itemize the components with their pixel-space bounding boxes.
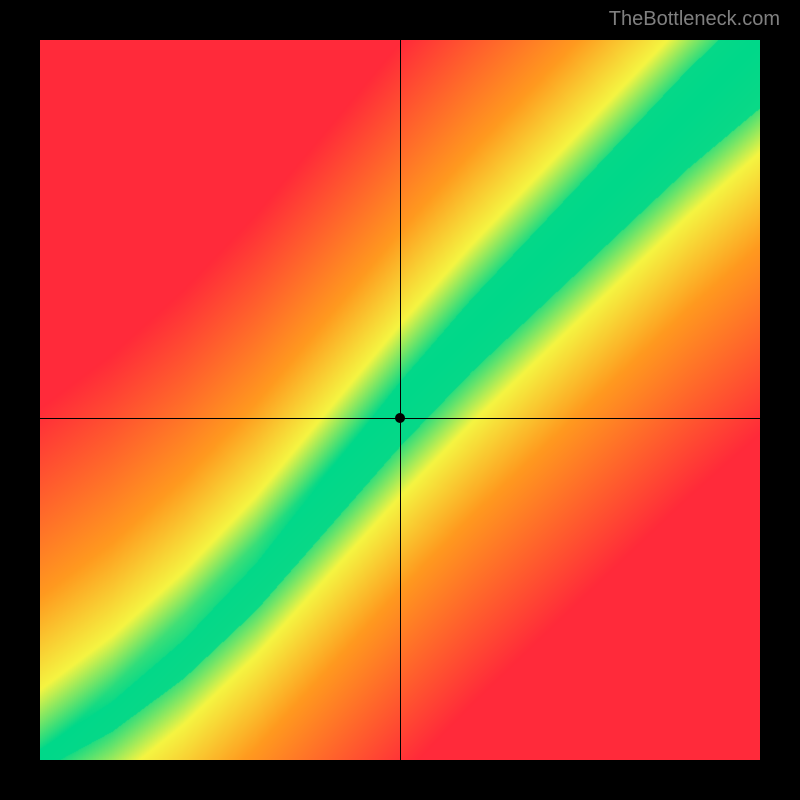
heatmap-plot xyxy=(40,40,760,760)
crosshair-vertical xyxy=(400,40,401,760)
crosshair-marker xyxy=(395,413,405,423)
watermark-text: TheBottleneck.com xyxy=(609,8,780,31)
